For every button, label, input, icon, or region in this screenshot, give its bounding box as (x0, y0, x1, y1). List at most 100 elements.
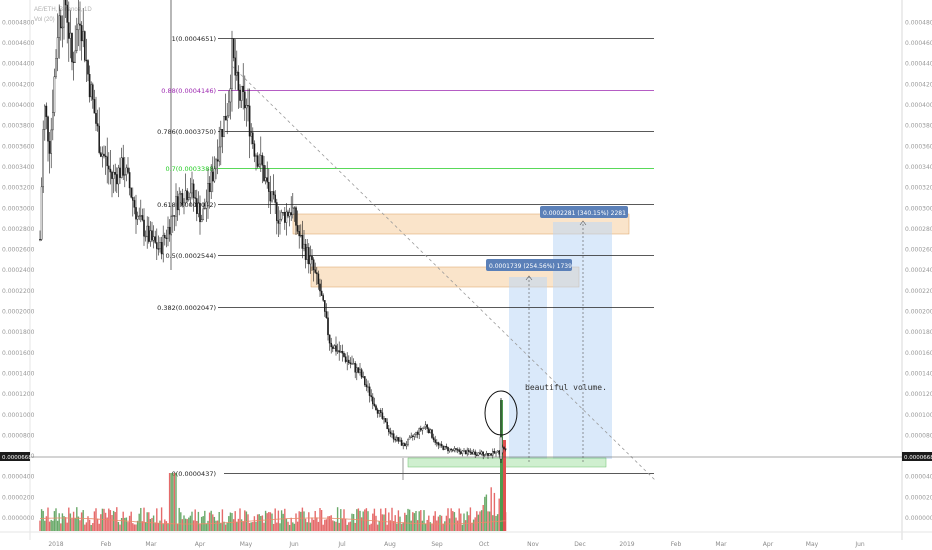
volume-bar (47, 507, 49, 531)
candle-body (434, 439, 437, 443)
candle-body (44, 105, 46, 130)
candle-body (154, 236, 157, 243)
volume-bar (423, 510, 425, 531)
volume-bar (319, 508, 321, 531)
candle-body (226, 115, 229, 121)
volume-bar (66, 522, 68, 531)
candle-body (151, 230, 153, 241)
volume-bar (442, 524, 444, 531)
volume-bar (383, 514, 385, 531)
measure-zone-2[interactable] (553, 222, 612, 459)
candle-body (320, 290, 323, 296)
volume-bar (354, 522, 356, 531)
volume-bar (164, 519, 166, 531)
candle-body (453, 448, 456, 451)
candle-body (354, 363, 357, 373)
measure-badge-1[interactable]: 0.0001739 (254.56%) 1739 (486, 259, 572, 271)
measure-badge-2[interactable]: 0.0002281 (340.15%) 2281 (540, 206, 628, 218)
right-price-tick: 0.0004800 (905, 19, 932, 26)
volume-bar (341, 518, 344, 531)
volume-bar (484, 496, 486, 531)
candle-body (85, 59, 88, 62)
candle-body (64, 0, 67, 6)
volume-bar (284, 508, 286, 531)
volume-bar (429, 522, 432, 531)
candle-body (52, 112, 54, 131)
candle-body (56, 37, 59, 59)
fibonacci-retracement[interactable]: 1(0.0004651) 0.88(0.0004146) 0.786(0.00037… (157, 35, 654, 478)
candle-body (149, 230, 152, 242)
candle-body (195, 198, 198, 214)
candle-body (274, 194, 277, 203)
candle-body (442, 445, 445, 450)
volume-bar (335, 521, 337, 531)
volume-circle-annotation[interactable] (484, 390, 518, 436)
volume-bar (266, 513, 268, 531)
candle-body (253, 143, 256, 157)
volume-bar (82, 510, 84, 531)
dashed-trendline[interactable] (231, 65, 656, 481)
left-price-axis[interactable]: 0.00000000.00002000.00004000.00006000.00… (2, 19, 35, 522)
candle-body (373, 403, 376, 406)
annotation-text[interactable]: beautiful volume. (525, 383, 607, 392)
candle-body (495, 451, 497, 454)
candle-body (440, 443, 443, 447)
candle-body (463, 450, 465, 452)
volume-bar (116, 507, 118, 531)
volume-bar (288, 524, 291, 531)
resistance-zone-upper[interactable] (292, 213, 630, 235)
candle-body (205, 201, 208, 209)
candle-body (171, 215, 174, 217)
candle-body (288, 212, 291, 217)
right-price-axis[interactable]: 0.00000000.00002000.00004000.00006000.00… (905, 19, 932, 522)
candle-body (504, 448, 507, 450)
candle-body (88, 74, 91, 98)
candle-body (61, 26, 64, 29)
volume-bar (106, 517, 108, 531)
volume-bar (343, 509, 345, 531)
volume-bar (50, 519, 52, 531)
candle-body (60, 15, 62, 29)
time-axis[interactable]: 2018 Feb Mar Apr May Jun Jul Aug Sep Oct Nov Dec 201… (48, 541, 865, 548)
fib-level-label: 0.382(0.0002047) (157, 304, 216, 312)
volume-bar (436, 520, 438, 531)
candle-body (191, 183, 193, 194)
candle-body (122, 157, 124, 176)
volume-bar (444, 521, 446, 531)
candle-body (168, 226, 171, 235)
candle-body (87, 60, 89, 75)
volume-bar (45, 516, 48, 531)
candle-body (357, 367, 360, 373)
volume-bar (328, 516, 331, 531)
candle-body (290, 212, 293, 216)
support-zone[interactable] (407, 457, 607, 468)
candle-body (181, 193, 184, 206)
candle-body (103, 153, 105, 157)
candle-body (306, 247, 309, 260)
volume-bar (93, 511, 96, 531)
candle-body (498, 450, 501, 455)
volume-bar (56, 520, 59, 531)
candle-body (98, 125, 100, 153)
candle-body (328, 334, 331, 344)
candle-body (341, 351, 344, 354)
volume-bar (180, 512, 182, 531)
volume-moving-average (39, 517, 506, 525)
volume-bar (199, 523, 201, 531)
measure-zone-1[interactable] (509, 277, 547, 459)
right-price-tick: 0.0003400 (905, 164, 932, 171)
volume-bar (176, 523, 179, 531)
candle-body (384, 418, 387, 423)
candle-body (388, 428, 390, 433)
candle-body (308, 247, 310, 265)
candle-body (399, 439, 401, 442)
volume-bar (253, 516, 256, 531)
volume-bar (221, 509, 224, 531)
volume-bar (458, 508, 460, 531)
volume-bar (92, 523, 94, 531)
right-price-tick: 0.0002400 (905, 267, 932, 274)
candle-body (55, 57, 57, 77)
candle-body (159, 242, 161, 250)
candle-body (45, 105, 48, 117)
